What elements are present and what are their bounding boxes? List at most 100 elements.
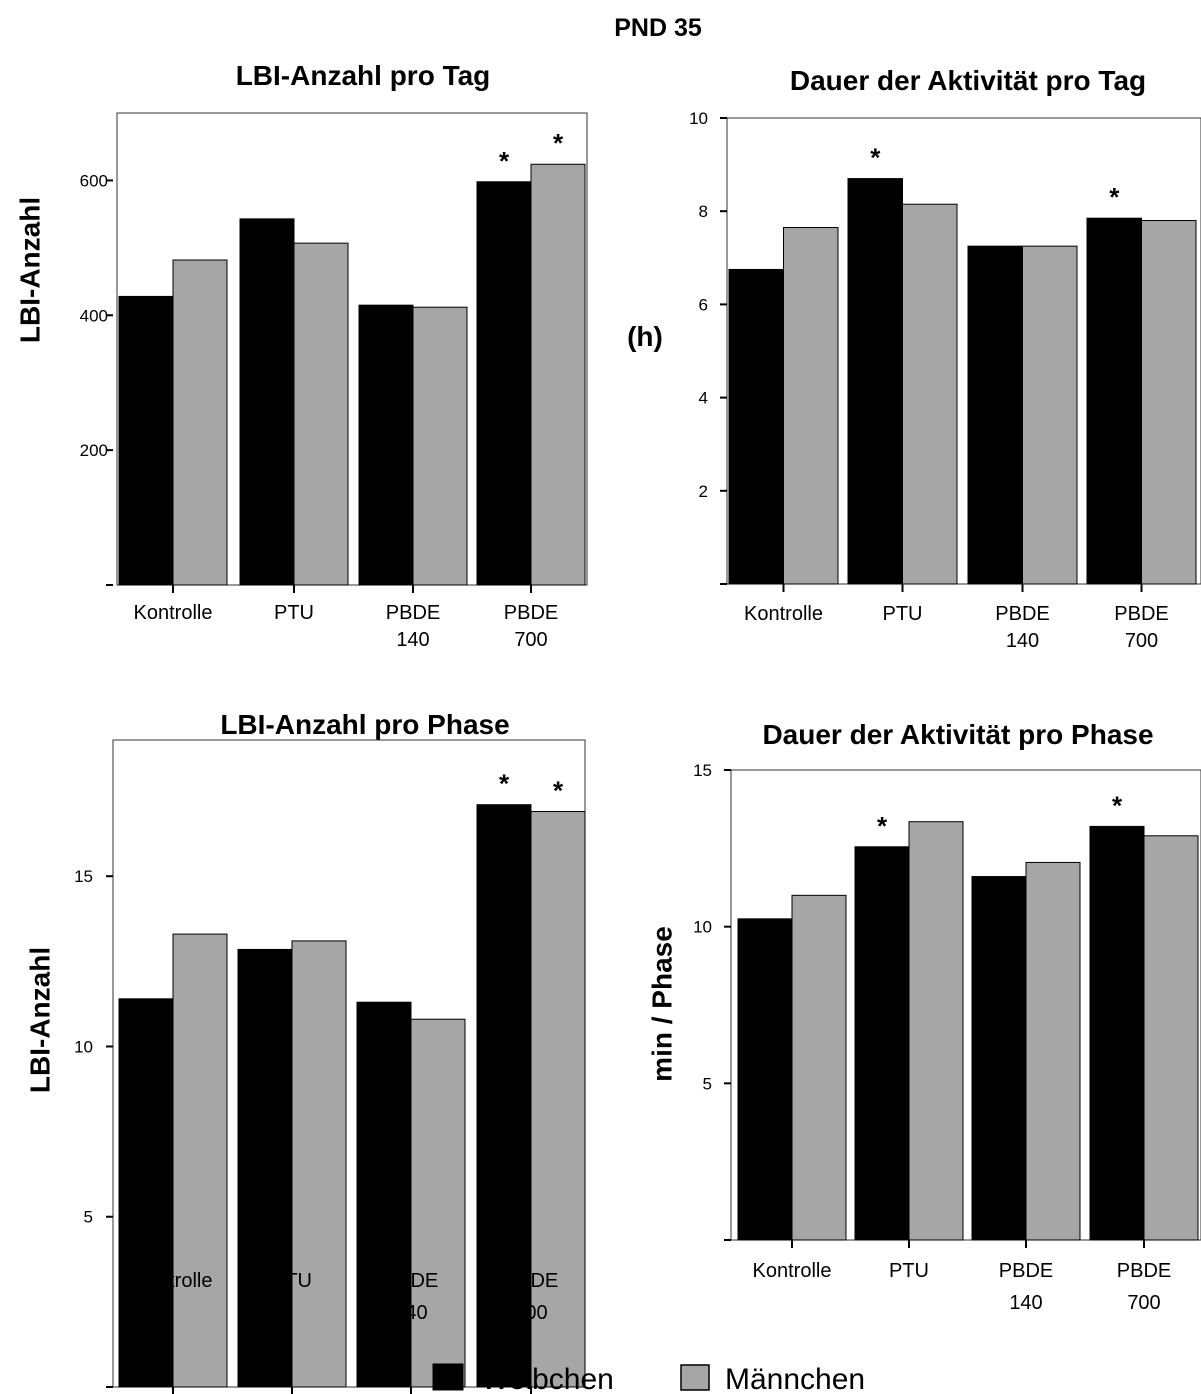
bar-weibchen-kontrolle (118, 998, 174, 1388)
y-axis-label: (h) (627, 321, 663, 352)
x-tick-label: 140 (396, 629, 429, 651)
x-tick-label: PBDE (384, 1270, 438, 1292)
chart-title: LBI-Anzahl pro Phase (220, 709, 509, 740)
bar-weibchen-pbde-700 (1086, 217, 1142, 585)
x-tick-label: 140 (1009, 1292, 1042, 1314)
bar-maennchen-pbde-700 (530, 811, 586, 1388)
x-tick-label: Kontrolle (134, 1270, 213, 1292)
significance-marker: * (1109, 182, 1120, 212)
x-tick-label: Kontrolle (134, 602, 213, 624)
legend-label-maennchen: Männchen (725, 1363, 865, 1394)
bar-maennchen-pbde-140 (1022, 245, 1078, 585)
bar-maennchen-kontrolle (172, 259, 228, 586)
bar-weibchen-pbde-140 (971, 876, 1027, 1241)
significance-marker: * (877, 811, 888, 841)
bar-weibchen-pbde-140 (358, 304, 414, 586)
x-tick-label: PBDE (504, 602, 558, 624)
bar-weibchen-kontrolle (728, 268, 784, 585)
y-tick-label: 2 (699, 482, 708, 501)
bar-weibchen-pbde-700 (1089, 825, 1145, 1241)
plot-frame (116, 112, 588, 586)
legend-swatch-weibchen (432, 1363, 464, 1391)
bar-maennchen-kontrolle (172, 933, 228, 1388)
bar-maennchen-pbde-140 (412, 306, 468, 586)
x-tick-label: Kontrolle (744, 603, 823, 625)
chart-title: Dauer der Aktivität pro Tag (790, 65, 1146, 96)
bar-maennchen-pbde-700 (1143, 835, 1199, 1241)
y-tick-label: 15 (693, 761, 712, 780)
y-tick-label: 600 (80, 171, 108, 190)
significance-marker: * (499, 146, 510, 176)
significance-marker: * (553, 128, 564, 158)
bar-weibchen-ptu (854, 846, 910, 1241)
significance-marker: * (1112, 790, 1123, 820)
y-tick-label: 4 (699, 389, 708, 408)
chart-title: LBI-Anzahl pro Tag (236, 60, 491, 91)
bar-weibchen-kontrolle (118, 295, 174, 586)
bar-maennchen-pbde-140 (1025, 861, 1081, 1241)
x-tick-label: 140 (1006, 630, 1039, 652)
chart-panel-lbi-anzahl-pro-phase: LBI-Anzahl pro Phase 5 10 15 LBI-Anzahl Kontr… (24, 709, 586, 1394)
x-tick-label: PTU (272, 1270, 312, 1292)
x-tick-label: PBDE (504, 1270, 558, 1292)
bar-weibchen-ptu (847, 178, 903, 585)
bar-maennchen-pbde-700 (1141, 220, 1197, 585)
bar-maennchen-ptu (902, 203, 958, 585)
y-tick-label: 15 (74, 867, 93, 886)
x-tick-label: PTU (889, 1260, 929, 1282)
x-tick-label: PBDE (995, 603, 1049, 625)
bar-maennchen-pbde-140 (410, 1018, 466, 1388)
bar-weibchen-pbde-140 (967, 245, 1023, 585)
chart-title: Dauer der Aktivität pro Phase (762, 719, 1153, 750)
x-tick-label: PTU (274, 602, 314, 624)
x-tick-label: Kontrolle (753, 1260, 832, 1282)
legend: Weibchen Männchen (432, 1363, 865, 1394)
bar-maennchen-kontrolle (791, 894, 847, 1241)
y-tick-label: 10 (689, 109, 708, 128)
y-axis-label: min / Phase (646, 926, 677, 1082)
chart-panel-dauer-der-aktivitaet-pro-tag: Dauer der Aktivität pro Tag 2 4 6 8 10 (h) Kont… (627, 65, 1201, 652)
legend-swatch-maennchen (680, 1364, 710, 1391)
y-tick-label: 400 (80, 306, 108, 325)
x-tick-label: PBDE (386, 602, 440, 624)
x-tick-label: PTU (883, 603, 923, 625)
legend-label-weibchen: Weibchen (481, 1363, 614, 1394)
bar-maennchen-ptu (908, 821, 964, 1241)
figure-title: PND 35 (614, 14, 702, 42)
y-tick-label: 10 (693, 918, 712, 937)
bar-weibchen-ptu (237, 948, 293, 1388)
x-tick-label: 700 (1125, 630, 1158, 652)
y-axis-label: LBI-Anzahl (14, 197, 45, 343)
y-tick-label: 6 (699, 295, 708, 314)
significance-marker: * (870, 143, 881, 173)
bar-maennchen-ptu (291, 940, 347, 1388)
x-tick-label: 700 (514, 1302, 547, 1324)
y-tick-label: 5 (84, 1208, 93, 1227)
x-tick-label: 700 (514, 629, 547, 651)
x-tick-label: PBDE (1117, 1260, 1171, 1282)
y-axis-label: LBI-Anzahl (24, 947, 55, 1093)
y-tick-label: 10 (74, 1037, 93, 1056)
y-tick-label: 8 (699, 202, 708, 221)
chart-panel-dauer-der-aktivitaet-pro-phase: Dauer der Aktivität pro Phase 5 10 15 min / … (646, 719, 1201, 1314)
x-tick-label: 700 (1127, 1292, 1160, 1314)
plot-frame (726, 117, 1201, 585)
y-tick-label: 5 (703, 1074, 712, 1093)
y-tick-label: 200 (80, 441, 108, 460)
significance-marker: * (553, 776, 564, 806)
bar-weibchen-kontrolle (737, 918, 793, 1241)
bar-maennchen-pbde-700 (530, 163, 586, 586)
x-tick-label: PBDE (1114, 603, 1168, 625)
bar-weibchen-pbde-700 (476, 804, 532, 1388)
plot-frame (730, 769, 1201, 1241)
bar-weibchen-ptu (239, 218, 295, 586)
significance-marker: * (499, 769, 510, 799)
bar-weibchen-pbde-700 (476, 181, 532, 586)
bar-weibchen-pbde-140 (356, 1001, 412, 1388)
x-tick-label: 140 (394, 1302, 427, 1324)
bar-maennchen-ptu (293, 242, 349, 586)
chart-panel-lbi-anzahl-pro-tag: LBI-Anzahl pro Tag 200 400 600 LBI-Anzahl Kon… (14, 60, 588, 651)
bar-maennchen-kontrolle (783, 227, 839, 585)
x-tick-label: PBDE (999, 1260, 1053, 1282)
